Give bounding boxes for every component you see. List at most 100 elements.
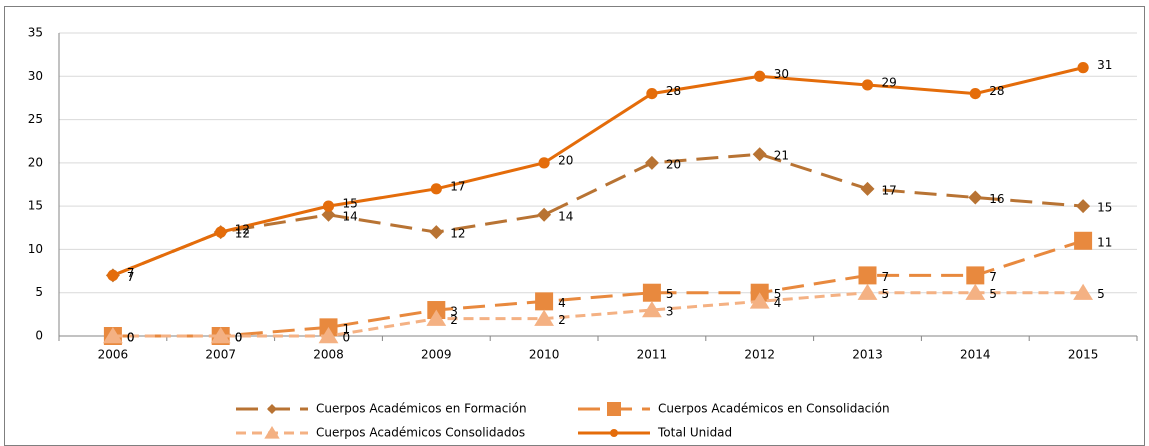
marker (642, 301, 662, 318)
y-tick-label: 20 (28, 155, 43, 169)
marker (969, 88, 981, 100)
data-label: 17 (882, 183, 897, 197)
marker (321, 207, 336, 222)
data-label: 4 (774, 296, 782, 310)
data-label: 31 (1097, 58, 1112, 72)
data-label: 28 (666, 84, 681, 98)
data-label: 0 (235, 331, 243, 345)
data-label: 7 (882, 270, 890, 284)
x-tick-label: 2014 (960, 348, 991, 362)
marker (1076, 199, 1091, 214)
marker (965, 283, 986, 300)
data-label: 21 (774, 149, 789, 163)
marker (858, 266, 877, 285)
data-label: 0 (127, 331, 135, 345)
x-tick-label: 2012 (744, 348, 775, 362)
data-label: 12 (235, 223, 250, 237)
series-line (112, 66, 1084, 277)
y-tick-label: 25 (28, 112, 43, 126)
marker (754, 70, 766, 82)
marker (537, 207, 552, 222)
legend-label: Cuerpos Académicos en Formación (316, 402, 527, 416)
data-label: 5 (882, 287, 890, 301)
data-label: 5 (989, 287, 997, 301)
data-label: 5 (774, 287, 782, 301)
data-label: 12 (450, 227, 465, 241)
data-label: 7 (127, 270, 135, 284)
x-tick-label: 2008 (313, 348, 344, 362)
legend-label: Cuerpos Académicos en Consolidación (658, 402, 890, 416)
x-tick-label: 2009 (421, 348, 452, 362)
marker (644, 155, 659, 170)
marker (966, 266, 985, 285)
marker (429, 225, 444, 240)
data-label: 0 (343, 331, 351, 345)
data-label: 16 (989, 192, 1004, 206)
marker (267, 404, 277, 414)
y-tick-label: 15 (28, 199, 43, 213)
marker (861, 79, 874, 91)
marker (1073, 283, 1093, 300)
x-tick-label: 2015 (1068, 348, 1099, 362)
data-label: 15 (1097, 201, 1112, 215)
marker (749, 292, 770, 309)
marker (318, 327, 339, 344)
data-label: 20 (666, 157, 681, 171)
marker (103, 327, 123, 344)
data-label: 29 (882, 75, 897, 89)
data-label: 12 (235, 227, 250, 241)
data-label: 3 (666, 305, 674, 319)
data-label: 14 (343, 209, 358, 223)
data-label: 11 (1097, 235, 1112, 249)
marker (215, 226, 227, 238)
x-tick-label: 2013 (852, 348, 883, 362)
legend-label: Cuerpos Académicos Consolidados (316, 426, 525, 440)
marker (535, 292, 554, 311)
marker (860, 181, 875, 196)
x-tick-label: 2010 (529, 348, 560, 362)
marker (857, 283, 878, 300)
data-label: 14 (558, 209, 573, 223)
marker (968, 190, 983, 205)
marker (1074, 231, 1093, 250)
series-line (112, 152, 1084, 277)
x-tick-label: 2006 (98, 348, 129, 362)
data-label: 5 (666, 287, 674, 301)
y-tick-label: 10 (28, 242, 43, 256)
y-tick-label: 0 (35, 329, 43, 343)
data-label: 1 (343, 322, 351, 336)
data-label: 7 (127, 266, 135, 280)
data-label: 4 (558, 296, 566, 310)
marker (752, 147, 767, 162)
data-label: 0 (235, 331, 243, 345)
marker (534, 309, 554, 326)
marker (426, 309, 447, 326)
data-label: 0 (127, 331, 135, 345)
marker (538, 157, 550, 169)
data-label: 28 (989, 84, 1004, 98)
series-line (112, 291, 1084, 338)
data-label: 20 (558, 153, 573, 167)
marker (642, 283, 661, 302)
x-tick-label: 2011 (637, 348, 668, 362)
marker (610, 429, 618, 437)
y-tick-label: 30 (28, 69, 43, 83)
data-label: 3 (450, 305, 458, 319)
data-label: 30 (774, 67, 789, 81)
y-tick-label: 35 (28, 26, 43, 40)
marker (607, 402, 621, 416)
data-label: 2 (450, 313, 458, 327)
data-label: 15 (343, 197, 358, 211)
marker (264, 426, 280, 439)
y-tick-label: 5 (35, 285, 43, 299)
series-line (112, 239, 1084, 338)
marker (646, 88, 658, 100)
marker (1077, 62, 1089, 74)
marker (107, 269, 119, 281)
x-tick-label: 2007 (205, 348, 236, 362)
marker (210, 327, 231, 344)
data-label: 5 (1097, 287, 1105, 301)
data-label: 7 (989, 270, 997, 284)
chart-frame (4, 6, 1145, 446)
